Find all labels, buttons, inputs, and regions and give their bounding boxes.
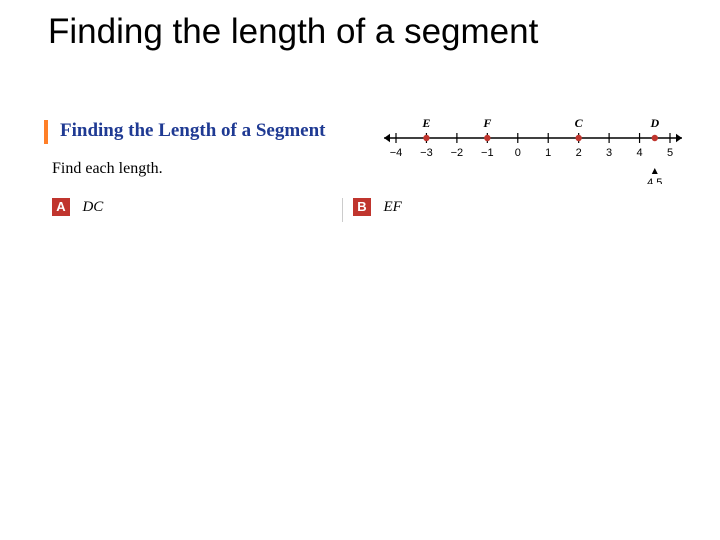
svg-text:−3: −3 xyxy=(420,147,433,159)
svg-text:−4: −4 xyxy=(390,147,403,159)
svg-text:0: 0 xyxy=(515,147,521,159)
svg-text:−2: −2 xyxy=(451,147,464,159)
problem-letter-a: A xyxy=(52,198,70,216)
svg-text:4: 4 xyxy=(636,147,642,159)
svg-text:2: 2 xyxy=(576,147,582,159)
svg-text:4.5: 4.5 xyxy=(647,177,662,184)
slide-title: Finding the length of a segment xyxy=(48,12,538,52)
number-line: −4 −3 −2 −1 0 1 2 3 4 5 E F C D 4.5 xyxy=(382,114,684,184)
accent-bar xyxy=(44,120,48,144)
svg-text:E: E xyxy=(421,116,430,130)
svg-text:D: D xyxy=(649,116,659,130)
svg-text:5: 5 xyxy=(667,147,673,159)
svg-text:F: F xyxy=(482,116,491,130)
problem-a-label: DC xyxy=(82,199,103,215)
instruction-text: Find each length. xyxy=(52,160,163,178)
svg-text:C: C xyxy=(575,116,584,130)
problem-letter-b: B xyxy=(353,198,371,216)
problem-b-label: EF xyxy=(383,199,401,215)
problem-a: A DC xyxy=(52,198,103,216)
problem-b: B EF xyxy=(342,198,402,222)
svg-text:1: 1 xyxy=(545,147,551,159)
svg-text:3: 3 xyxy=(606,147,612,159)
svg-text:−1: −1 xyxy=(481,147,494,159)
example-title: Finding the Length of a Segment xyxy=(60,120,326,142)
